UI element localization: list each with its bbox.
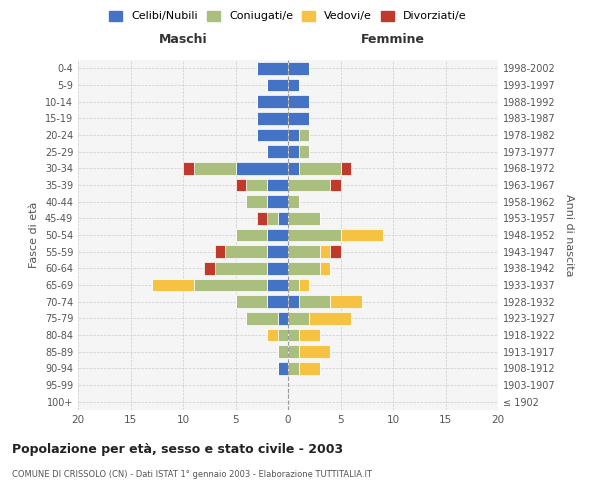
- Bar: [277, 212, 288, 224]
- Bar: [257, 62, 288, 74]
- Bar: [288, 329, 299, 341]
- Bar: [267, 79, 288, 92]
- Bar: [288, 162, 299, 174]
- Bar: [246, 312, 277, 324]
- Bar: [215, 246, 225, 258]
- Bar: [288, 196, 299, 208]
- Text: Maschi: Maschi: [158, 33, 208, 46]
- Y-axis label: Fasce di età: Fasce di età: [29, 202, 39, 268]
- Bar: [267, 329, 277, 341]
- Bar: [288, 229, 341, 241]
- Bar: [193, 162, 235, 174]
- Bar: [299, 329, 320, 341]
- Bar: [288, 279, 299, 291]
- Bar: [288, 112, 309, 124]
- Bar: [267, 179, 288, 192]
- Bar: [267, 212, 277, 224]
- Bar: [299, 129, 309, 141]
- Bar: [267, 146, 288, 158]
- Bar: [267, 246, 288, 258]
- Bar: [288, 129, 299, 141]
- Text: COMUNE DI CRISSOLO (CN) - Dati ISTAT 1° gennaio 2003 - Elaborazione TUTTITALIA.I: COMUNE DI CRISSOLO (CN) - Dati ISTAT 1° …: [12, 470, 372, 479]
- Bar: [246, 196, 267, 208]
- Bar: [288, 296, 299, 308]
- Text: Femmine: Femmine: [361, 33, 425, 46]
- Bar: [193, 279, 267, 291]
- Bar: [288, 146, 299, 158]
- Bar: [288, 179, 330, 192]
- Bar: [341, 229, 383, 241]
- Bar: [257, 212, 267, 224]
- Bar: [235, 162, 288, 174]
- Bar: [235, 296, 267, 308]
- Bar: [277, 362, 288, 374]
- Bar: [235, 229, 267, 241]
- Bar: [267, 196, 288, 208]
- Bar: [257, 129, 288, 141]
- Bar: [341, 162, 351, 174]
- Bar: [277, 329, 288, 341]
- Bar: [299, 362, 320, 374]
- Text: Popolazione per età, sesso e stato civile - 2003: Popolazione per età, sesso e stato civil…: [12, 442, 343, 456]
- Bar: [183, 162, 193, 174]
- Bar: [225, 246, 267, 258]
- Bar: [151, 279, 193, 291]
- Bar: [288, 212, 320, 224]
- Bar: [330, 296, 361, 308]
- Bar: [246, 179, 267, 192]
- Bar: [257, 112, 288, 124]
- Bar: [257, 96, 288, 108]
- Bar: [309, 312, 351, 324]
- Y-axis label: Anni di nascita: Anni di nascita: [564, 194, 574, 276]
- Bar: [320, 246, 330, 258]
- Bar: [288, 312, 309, 324]
- Bar: [288, 79, 299, 92]
- Bar: [299, 279, 309, 291]
- Bar: [320, 262, 330, 274]
- Bar: [288, 362, 299, 374]
- Bar: [215, 262, 267, 274]
- Bar: [299, 346, 330, 358]
- Bar: [299, 162, 341, 174]
- Bar: [267, 229, 288, 241]
- Bar: [288, 96, 309, 108]
- Bar: [277, 346, 288, 358]
- Bar: [299, 296, 330, 308]
- Bar: [288, 246, 320, 258]
- Bar: [288, 346, 299, 358]
- Legend: Celibi/Nubili, Coniugati/e, Vedovi/e, Divorziati/e: Celibi/Nubili, Coniugati/e, Vedovi/e, Di…: [109, 10, 467, 22]
- Bar: [288, 262, 320, 274]
- Bar: [288, 62, 309, 74]
- Bar: [277, 312, 288, 324]
- Bar: [299, 146, 309, 158]
- Bar: [267, 296, 288, 308]
- Bar: [235, 179, 246, 192]
- Bar: [267, 262, 288, 274]
- Bar: [330, 179, 341, 192]
- Bar: [330, 246, 341, 258]
- Bar: [204, 262, 215, 274]
- Bar: [267, 279, 288, 291]
